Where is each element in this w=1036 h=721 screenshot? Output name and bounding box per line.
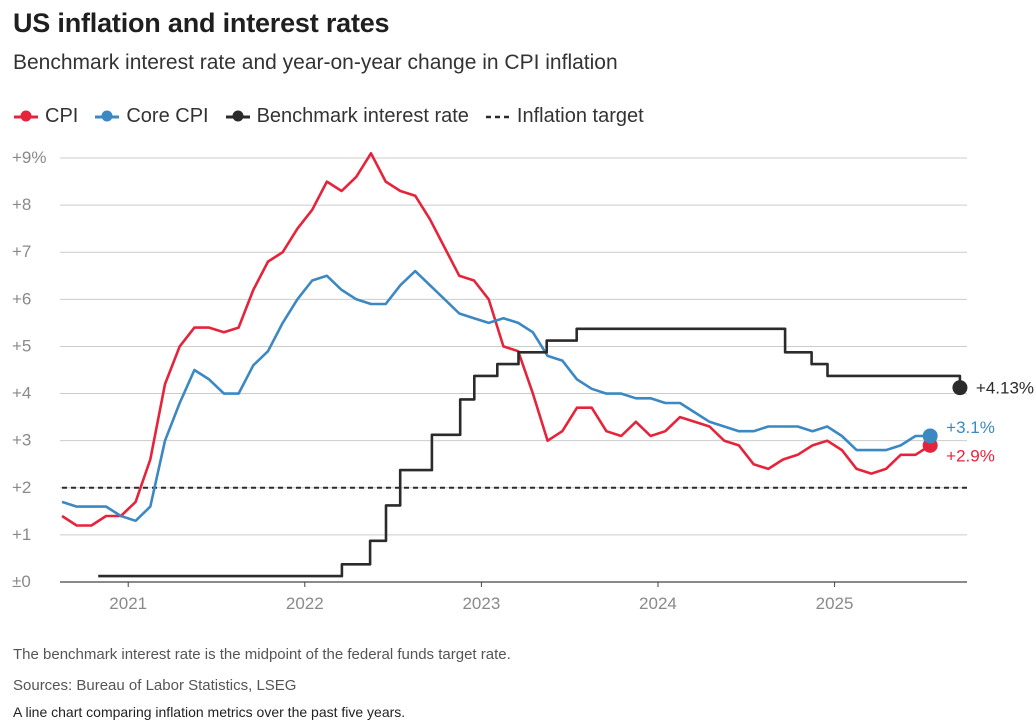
series-lines <box>61 152 967 578</box>
cpi-legend-swatch <box>14 110 38 122</box>
legend-label-target: Inflation target <box>516 104 644 127</box>
legend-label-cpi: CPI <box>45 104 79 127</box>
legend-label-core-cpi: Core CPI <box>126 104 209 127</box>
legend-item-core-cpi: Core CPI <box>94 104 209 128</box>
footnote-definition: The benchmark interest rate is the midpo… <box>13 646 511 663</box>
end-markers: +2.9% +3.1% +4.13% <box>922 379 1034 465</box>
x-tick-label: 2021 <box>109 594 147 613</box>
y-tick-label: ±0 <box>12 572 31 591</box>
rate-legend-swatch <box>225 110 250 122</box>
x-tick-label: 2022 <box>286 594 324 613</box>
line-chart: ±0 +1 +2 +3 +4 +5 +6 +7 +8 +9% 2021 2022 2023 2024 202… <box>12 148 1034 613</box>
legend-label-rate: Benchmark interest rate <box>256 104 469 127</box>
y-tick-label: +1 <box>12 525 31 544</box>
legend-item-target: Inflation target <box>485 105 644 128</box>
chart-subtitle: Benchmark interest rate and year-on-year… <box>13 51 618 74</box>
axis-labels: ±0 +1 +2 +3 +4 +5 +6 +7 +8 +9% 2021 2022 2023 2024 202… <box>12 148 853 613</box>
footnote-sources: Sources: Bureau of Labor Statistics, LSE… <box>13 677 297 694</box>
x-tick-label: 2025 <box>816 594 854 613</box>
y-tick-label: +8 <box>12 195 31 214</box>
chart-caption: A line chart comparing inflation metrics… <box>13 704 406 720</box>
y-tick-label: +2 <box>12 478 31 497</box>
legend-item-cpi: CPI <box>13 105 78 128</box>
gridlines <box>60 157 967 587</box>
y-tick-label: +4 <box>12 384 31 403</box>
y-tick-label: +9% <box>12 148 47 167</box>
x-tick-label: 2024 <box>639 594 677 613</box>
legend-item-rate: Benchmark interest rate <box>225 105 469 128</box>
chart-title: US inflation and interest rates <box>13 8 390 38</box>
core-cpi-line <box>61 269 931 523</box>
y-tick-label: +6 <box>12 289 31 308</box>
core-cpi-end-label: +3.1% <box>946 418 995 437</box>
cpi-line <box>61 152 931 527</box>
legend: CPI Core CPI Benchmark interest rate Inf… <box>13 102 660 130</box>
y-tick-label: +3 <box>12 431 31 450</box>
rate-line <box>98 327 962 578</box>
y-tick-label: +7 <box>12 242 31 261</box>
cpi-end-label: +2.9% <box>946 446 995 465</box>
x-tick-label: 2023 <box>462 594 500 613</box>
core-cpi-legend-swatch <box>95 110 120 122</box>
target-legend-swatch <box>485 115 510 119</box>
rate-end-label: +4.13% <box>976 379 1034 398</box>
y-tick-label: +5 <box>12 336 31 355</box>
rate-end-marker <box>952 380 968 396</box>
core-cpi-end-marker <box>922 428 938 444</box>
